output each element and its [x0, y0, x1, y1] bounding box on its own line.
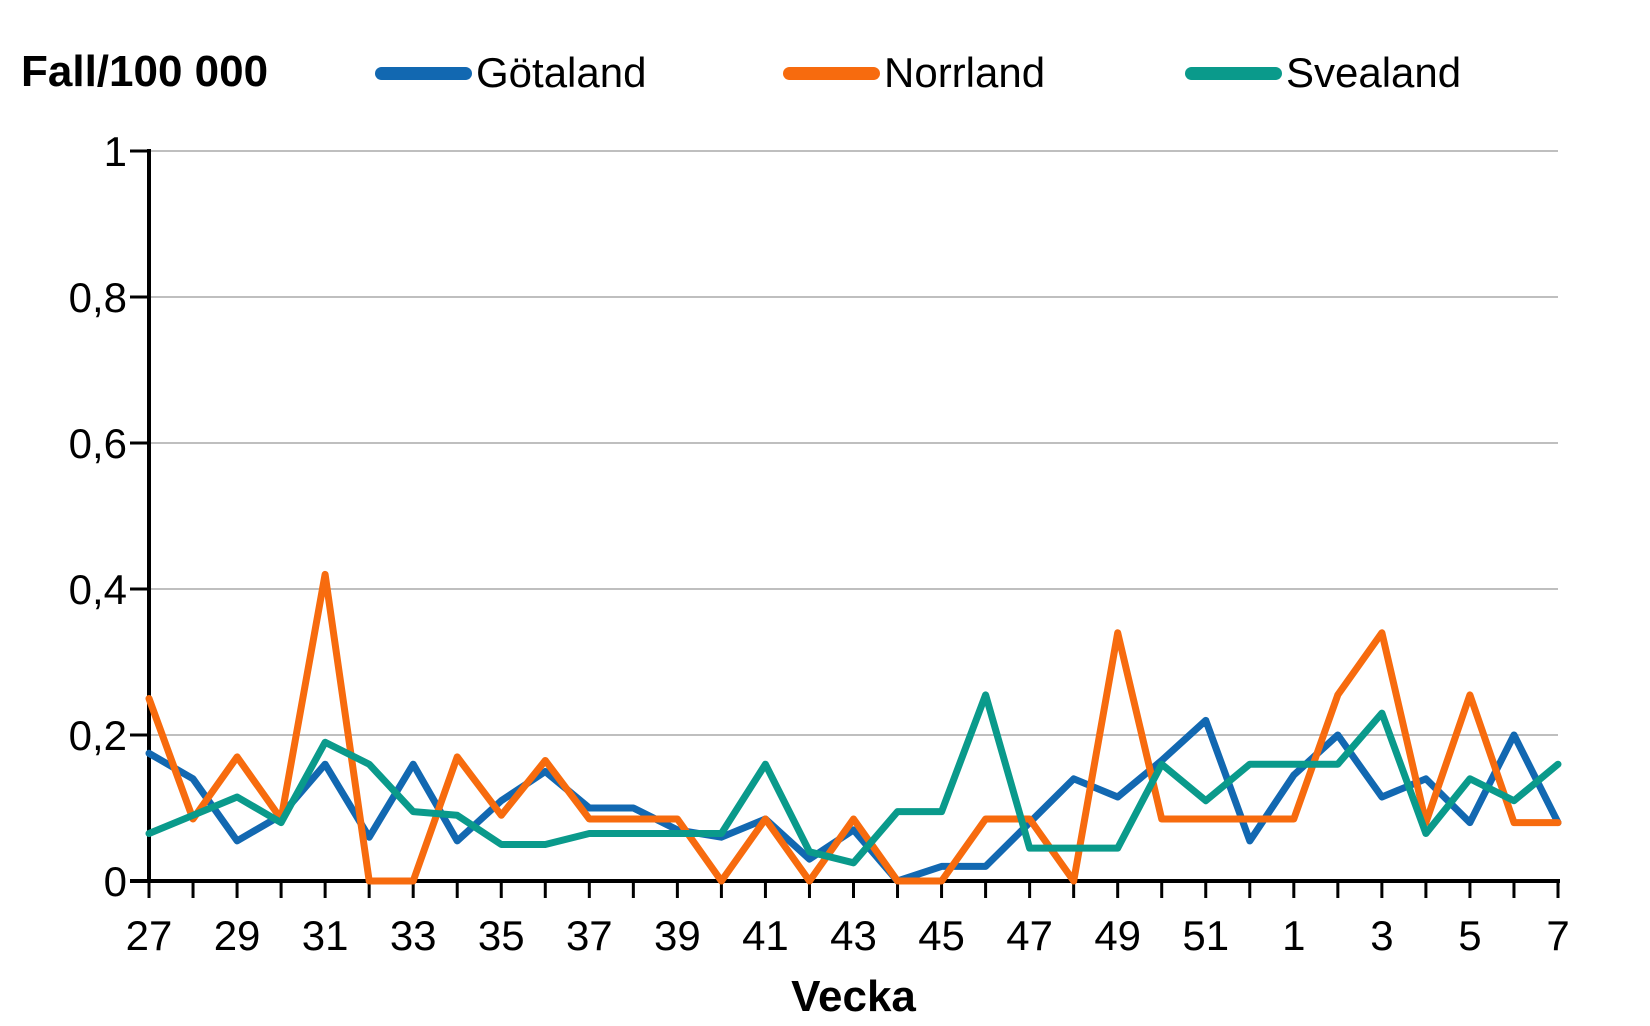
y-axis-tick-label: 0,2	[69, 712, 127, 759]
x-axis-tick-label: 27	[126, 912, 173, 959]
legend-label-svealand: Svealand	[1286, 49, 1462, 96]
series-line-svealand	[145, 691, 1562, 867]
x-axis-tick-label: 43	[830, 912, 877, 959]
x-axis-tick-label: 1	[1282, 912, 1305, 959]
x-axis-tick-label: 47	[1006, 912, 1053, 959]
legend-swatch-norrland-icon	[783, 66, 880, 80]
x-axis-tick-label: 29	[214, 912, 261, 959]
x-axis-tick-label: 37	[566, 912, 613, 959]
legend-item-norrland: Norrland	[783, 49, 1046, 96]
x-axis-tick-label: 35	[478, 912, 525, 959]
x-axis-tick-label: 45	[918, 912, 965, 959]
x-axis-tick-label: 41	[742, 912, 789, 959]
series-line-gtaland	[145, 716, 1562, 885]
series-line-norrland	[145, 570, 1562, 885]
legend-label-gotaland: Götaland	[476, 49, 647, 96]
y-axis-tick-label: 1	[104, 128, 127, 175]
legend-label-norrland: Norrland	[884, 49, 1046, 96]
y-axis-tick-label: 0,4	[69, 566, 127, 613]
x-axis-tick-label: 5	[1458, 912, 1481, 959]
legend-swatch-gotaland-icon	[375, 66, 472, 80]
x-axis-title: Vecka	[791, 972, 916, 1021]
x-axis-tick-label: 31	[302, 912, 349, 959]
y-axis-tick-label: 0	[104, 858, 127, 905]
x-axis-tick-label: 7	[1546, 912, 1569, 959]
x-axis-tick-label: 39	[654, 912, 701, 959]
x-axis-tick-label: 51	[1182, 912, 1229, 959]
y-axis-tick-label: 0,6	[69, 420, 127, 467]
legend-swatch-svealand-icon	[1185, 66, 1282, 80]
y-axis-title: Fall/100 000	[21, 47, 269, 96]
legend-item-gotaland: Götaland	[375, 49, 647, 96]
y-axis-tick-label: 0,8	[69, 274, 127, 321]
x-axis-tick-label: 33	[390, 912, 437, 959]
legend-item-svealand: Svealand	[1185, 49, 1462, 96]
x-axis-tick-label: 3	[1370, 912, 1393, 959]
x-axis-tick-label: 49	[1094, 912, 1141, 959]
